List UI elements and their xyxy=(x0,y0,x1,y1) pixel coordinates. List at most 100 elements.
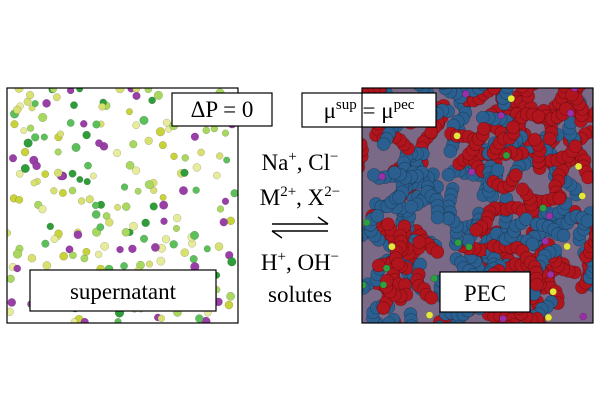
ion xyxy=(120,262,128,270)
ion xyxy=(94,250,103,259)
text-part: solutes xyxy=(268,282,332,307)
ion xyxy=(115,88,125,94)
polymer-bead xyxy=(511,327,524,340)
polymer-bead xyxy=(379,328,392,341)
polymer-bead xyxy=(505,70,518,83)
ion xyxy=(156,256,166,266)
polymer-bead xyxy=(404,199,419,214)
polymer-bead xyxy=(442,326,455,339)
ion xyxy=(80,317,89,323)
ion xyxy=(170,152,178,161)
ion xyxy=(430,274,439,283)
ion xyxy=(169,240,178,249)
ion xyxy=(145,260,154,268)
polymer-bead xyxy=(552,191,567,206)
ion xyxy=(95,139,103,148)
label-box xyxy=(29,269,217,312)
ion xyxy=(549,287,557,296)
ion xyxy=(148,96,156,105)
ion xyxy=(57,130,65,138)
ion xyxy=(362,281,367,289)
text-part: = μ xyxy=(357,98,394,123)
ion xyxy=(50,235,59,244)
ion xyxy=(139,234,149,243)
ion xyxy=(76,88,84,93)
ion xyxy=(66,88,75,95)
ion xyxy=(545,212,554,220)
ion xyxy=(30,179,38,187)
polymer-bead xyxy=(376,339,389,352)
ion xyxy=(149,202,158,211)
polymer-bead xyxy=(345,281,358,294)
polymer-bead xyxy=(345,236,358,249)
ion xyxy=(362,218,371,227)
ion xyxy=(52,93,61,102)
text-part: ΔP = 0 xyxy=(191,97,254,122)
ion xyxy=(132,91,141,101)
ion xyxy=(54,148,62,156)
ion xyxy=(58,188,67,197)
ion xyxy=(129,140,138,149)
ion xyxy=(20,164,30,174)
text-part: , X xyxy=(296,185,325,210)
ion xyxy=(7,274,15,283)
ion xyxy=(41,239,50,248)
ion xyxy=(227,257,237,267)
polymer-bead xyxy=(507,318,521,323)
ion xyxy=(190,230,200,240)
polymer-bead xyxy=(412,336,425,349)
ion xyxy=(125,108,133,116)
ion xyxy=(579,312,587,321)
superscript: 2− xyxy=(324,184,340,200)
ion xyxy=(539,204,547,212)
ion xyxy=(212,171,221,180)
ion xyxy=(13,264,22,273)
polymer-bead xyxy=(556,228,571,243)
ion xyxy=(159,194,167,201)
ion xyxy=(379,281,388,289)
polymer-bead xyxy=(577,73,590,86)
ion xyxy=(221,197,230,205)
polymer-bead xyxy=(531,109,546,123)
polymer-bead xyxy=(500,88,514,94)
polymer-bead xyxy=(383,336,396,349)
ion xyxy=(38,204,47,214)
polymer-bead xyxy=(443,328,456,341)
ion xyxy=(13,105,22,115)
polymer-bead xyxy=(376,333,389,346)
ion xyxy=(214,242,224,251)
ion xyxy=(41,170,50,178)
ion xyxy=(91,210,101,219)
ion xyxy=(226,291,235,301)
ion xyxy=(46,222,55,231)
ion xyxy=(180,248,190,257)
ion xyxy=(223,156,231,164)
label-box xyxy=(171,92,273,127)
ion xyxy=(15,170,24,178)
text-part: Na xyxy=(262,150,289,175)
polymer-bead xyxy=(514,74,527,87)
ion xyxy=(73,230,83,240)
ion xyxy=(20,127,28,135)
ion xyxy=(150,242,160,252)
polymer-bead xyxy=(376,301,391,315)
ion xyxy=(113,148,122,158)
ion xyxy=(38,112,48,123)
ion xyxy=(49,88,57,93)
polymer-bead xyxy=(378,73,391,86)
polymer-bead xyxy=(335,274,348,287)
polymer-bead xyxy=(367,168,381,182)
polymer-bead xyxy=(481,73,494,86)
ion xyxy=(388,242,396,251)
ion xyxy=(230,189,238,198)
ion xyxy=(507,94,516,103)
ion xyxy=(546,270,555,279)
ion xyxy=(79,120,88,128)
polymer-bead xyxy=(515,338,528,351)
exchange-species: H+​, OH−​ xyxy=(261,249,339,275)
ion xyxy=(150,186,158,194)
polymer-bead xyxy=(381,325,394,338)
polymer-bead xyxy=(525,237,540,251)
ion xyxy=(497,111,505,120)
polymer-bead xyxy=(594,277,600,290)
